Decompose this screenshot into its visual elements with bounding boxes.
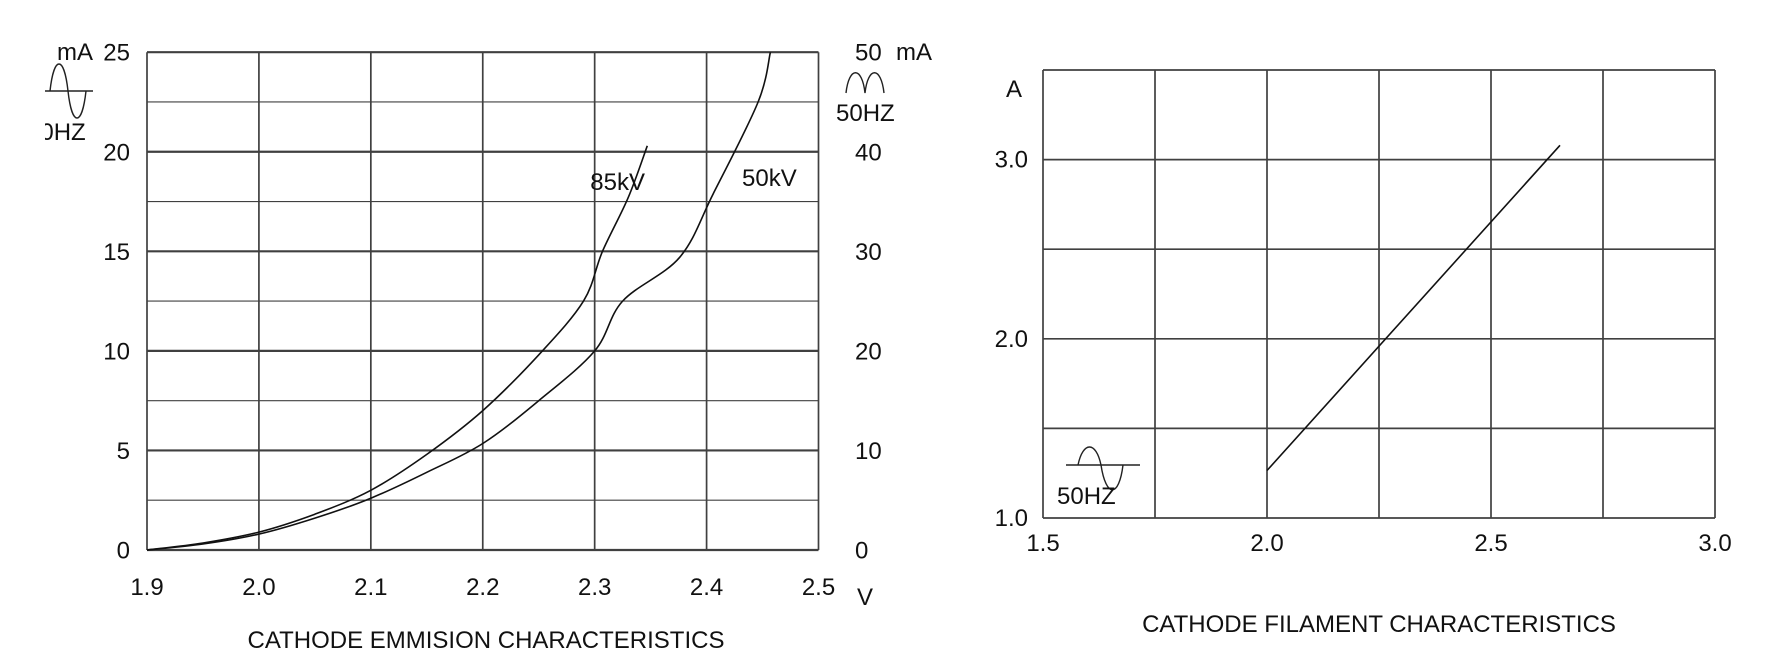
series-curve-85kV: [146, 145, 649, 551]
y-tick-label: 1.0: [995, 505, 1028, 532]
y-right-tick-label: 50: [855, 40, 882, 67]
y-left-tick-label: 5: [117, 438, 130, 465]
emission-chart: 1.9 2.0 2.1 2.2 2.3 2.4 2.5 0 5 10 15 20 25 0 10 20 30…: [27, 39, 932, 654]
x-tick-label: 2.0: [1250, 530, 1283, 557]
y-left-tick-label: 15: [103, 239, 130, 266]
y-left-tick-label: 0: [117, 538, 130, 565]
x-tick-label: 2.5: [1474, 530, 1507, 557]
emission-y-right-ticks: 0 10 20 30 40 50: [855, 40, 882, 565]
x-tick-label: 2.4: [690, 574, 723, 601]
x-tick-label: 2.5: [802, 574, 835, 601]
y-right-tick-label: 10: [855, 438, 882, 465]
sine-wave-icon-2: [1066, 446, 1140, 491]
filament-grid: [1042, 69, 1716, 519]
emission-y-left-ticks: 0 5 10 15 20 25: [103, 40, 130, 565]
x-tick-label: 2.1: [354, 574, 387, 601]
sine-wave-icon: [45, 63, 93, 119]
emission-x-ticks: 1.9 2.0 2.1 2.2 2.3 2.4 2.5: [130, 574, 835, 601]
y-left-tick-label: 20: [103, 139, 130, 166]
filament-freq-label: 50HZ: [1057, 483, 1116, 510]
y-left-tick-label: 25: [103, 40, 130, 67]
emission-left-freq-clip: 50HZ: [27, 119, 86, 146]
series-curve-filament-current: [1266, 144, 1561, 472]
emission-title: CATHODE EMMISION CHARACTERISTICS: [248, 627, 725, 654]
filament-x-ticks: 1.5 2.0 2.5 3.0: [1026, 530, 1731, 557]
emission-series: [146, 52, 772, 551]
x-tick-label: 2.2: [466, 574, 499, 601]
filament-title: CATHODE FILAMENT CHARACTERISTICS: [1142, 611, 1616, 638]
x-tick-label: 1.5: [1026, 530, 1059, 557]
x-tick-label: 2.0: [242, 574, 275, 601]
emission-left-freq-label: 50HZ: [27, 119, 86, 146]
y-right-tick-label: 30: [855, 239, 882, 266]
emission-y-left-unit: mA: [57, 39, 93, 66]
series-label-50kv: 50kV: [742, 165, 797, 192]
emission-y-right-unit: mA: [896, 39, 932, 66]
x-tick-label: 2.3: [578, 574, 611, 601]
x-tick-label: 1.9: [130, 574, 163, 601]
series-curve-50kV: [146, 52, 772, 551]
x-tick-label: 3.0: [1698, 530, 1731, 557]
emission-right-freq-label: 50HZ: [836, 100, 895, 127]
filament-series: [1266, 144, 1561, 472]
emission-x-unit: V: [857, 584, 873, 611]
full-wave-rectified-icon: [845, 72, 885, 94]
y-right-tick-label: 40: [855, 139, 882, 166]
filament-chart: 1.5 2.0 2.5 3.0 1.0 2.0 3.0 A 50HZ CATHODE FI…: [995, 69, 1732, 638]
y-right-tick-label: 0: [855, 538, 868, 565]
y-tick-label: 3.0: [995, 147, 1028, 174]
y-tick-label: 2.0: [995, 326, 1028, 353]
series-label-85kv: 85kV: [590, 169, 645, 196]
y-right-tick-label: 20: [855, 338, 882, 365]
filament-y-unit: A: [1006, 76, 1022, 103]
filament-y-ticks: 1.0 2.0 3.0: [995, 147, 1028, 532]
emission-grid: [146, 51, 820, 552]
y-left-tick-label: 10: [103, 338, 130, 365]
